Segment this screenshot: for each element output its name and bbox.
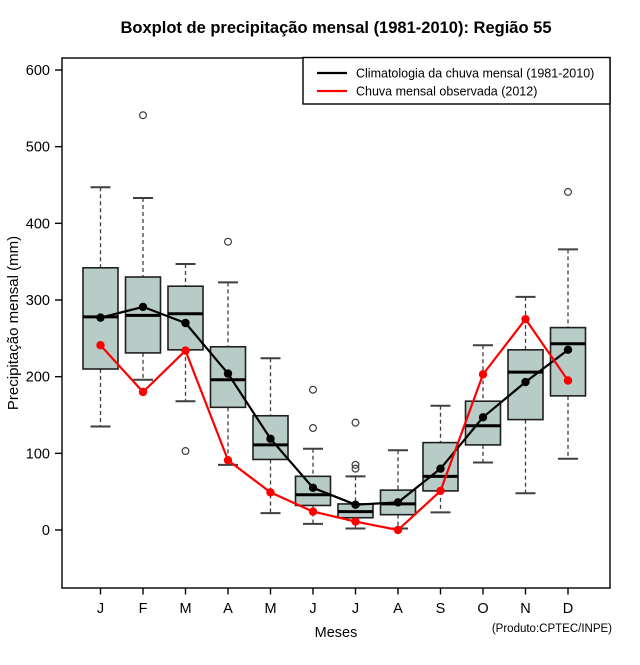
series-point xyxy=(436,464,445,473)
x-tick-label: A xyxy=(223,601,233,617)
series-0 xyxy=(96,302,573,509)
series-layer xyxy=(96,302,573,535)
x-tick-label: M xyxy=(264,601,276,617)
series-point xyxy=(521,377,530,387)
y-tick-label: 0 xyxy=(42,523,50,539)
y-tick-label: 300 xyxy=(26,293,50,309)
series-point xyxy=(181,346,190,355)
boxplot-month-3 xyxy=(167,262,204,456)
x-tick-label: J xyxy=(352,601,359,617)
legend: Climatologia da chuva mensal (1981-2010)… xyxy=(302,56,611,105)
series-point xyxy=(393,498,403,507)
series-point xyxy=(563,376,573,385)
y-axis: 0 100 200 300 400 500 600 xyxy=(26,63,62,539)
series-point xyxy=(436,486,445,496)
x-tick-label: F xyxy=(139,601,148,617)
outlier-point xyxy=(351,418,360,427)
series-point xyxy=(351,500,360,509)
x-tick-label: J xyxy=(309,601,316,617)
series-point xyxy=(393,525,403,535)
boxplot-month-8 xyxy=(379,449,417,530)
legend-box xyxy=(302,56,611,105)
series-point xyxy=(96,341,105,350)
y-tick-label: 500 xyxy=(26,140,50,156)
chart-title: Boxplot de precipitação mensal (1981-201… xyxy=(121,19,552,37)
x-tick-label: O xyxy=(477,601,488,617)
x-tick-label: N xyxy=(520,601,530,617)
series-point xyxy=(223,456,233,465)
boxplot-month-9 xyxy=(422,404,459,514)
x-tick-label: M xyxy=(179,601,191,617)
outlier-point xyxy=(351,460,360,469)
boxplot-month-2 xyxy=(124,111,162,381)
series-point xyxy=(266,488,275,497)
legend-label-climatology: Climatologia da chuva mensal (1981-2010) xyxy=(356,67,594,81)
series-point xyxy=(351,517,360,526)
iqr-box xyxy=(422,441,459,492)
boxplot-month-11 xyxy=(507,295,544,495)
series-point xyxy=(308,507,318,516)
series-point xyxy=(223,369,233,378)
credit-label: (Produto:CPTEC/INPE) xyxy=(492,623,612,635)
boxplots-layer xyxy=(82,111,587,530)
outlier-point xyxy=(309,385,318,394)
series-point xyxy=(478,413,488,422)
x-tick-label: A xyxy=(393,601,403,617)
series-point xyxy=(181,318,190,328)
legend-label-observed: Chuva mensal observada (2012) xyxy=(356,85,537,99)
series-point xyxy=(478,370,488,379)
x-tick-label: S xyxy=(436,601,446,617)
y-tick-label: 200 xyxy=(26,370,50,386)
series-point xyxy=(563,345,573,355)
boxplot-month-7 xyxy=(337,418,374,530)
outlier-point xyxy=(351,464,360,473)
y-tick-label: 400 xyxy=(26,216,50,232)
y-tick-label: 100 xyxy=(26,446,50,462)
outlier-point xyxy=(309,424,318,433)
x-tick-label: D xyxy=(563,601,573,617)
series-point xyxy=(308,483,318,493)
y-tick-label: 600 xyxy=(26,63,50,79)
outlier-point xyxy=(139,111,148,120)
series-point xyxy=(138,302,148,312)
y-axis-label: Precipitação mensal (mm) xyxy=(5,236,22,410)
boxplot-month-1 xyxy=(82,186,119,428)
series-line xyxy=(100,305,569,506)
outlier-point xyxy=(563,187,572,196)
series-point xyxy=(521,314,530,324)
series-line xyxy=(99,318,569,532)
series-1 xyxy=(96,314,573,535)
x-axis-label: Meses xyxy=(315,625,358,641)
boxplot-month-12 xyxy=(549,187,587,460)
outlier-point xyxy=(224,237,233,246)
boxplot-month-10 xyxy=(464,344,502,464)
series-point xyxy=(266,434,275,443)
x-tick-label: J xyxy=(97,601,104,617)
outlier-point xyxy=(181,447,190,456)
series-point xyxy=(96,313,105,322)
series-point xyxy=(138,387,148,397)
boxplot-month-6 xyxy=(294,385,332,525)
